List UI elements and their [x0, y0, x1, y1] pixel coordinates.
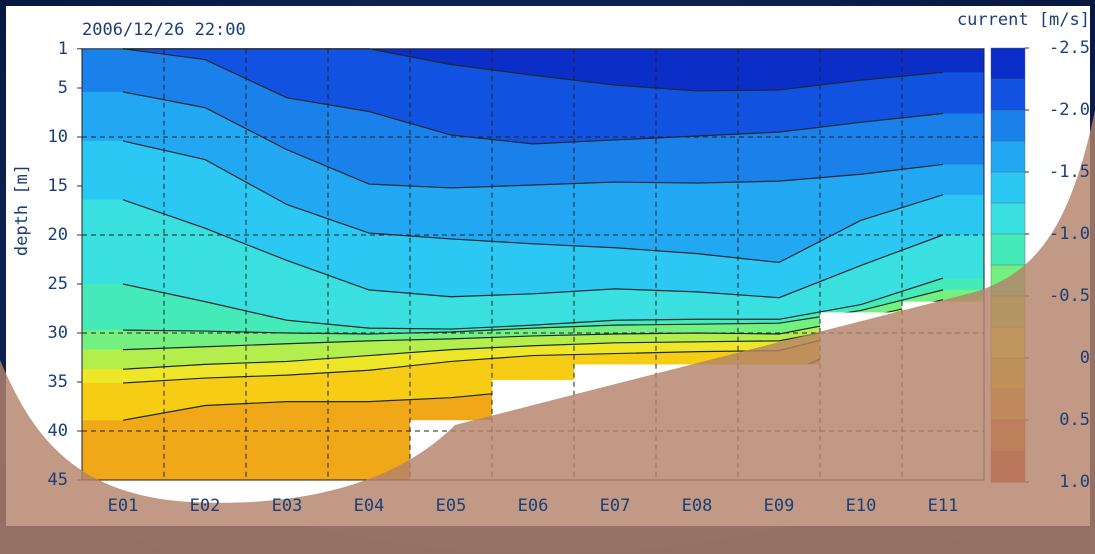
y-tick-label: 1 [58, 39, 68, 59]
colorbar-label: current [m/s] [957, 10, 1090, 30]
colorbar-swatch [991, 141, 1025, 172]
colorbar-swatch [991, 79, 1025, 110]
x-tick-label: E06 [518, 496, 549, 516]
colorbar-tick-label: -2.0 [1049, 100, 1090, 120]
y-tick-label: 25 [48, 274, 68, 294]
colorbar-swatch [991, 48, 1025, 79]
x-tick-label: E08 [682, 496, 713, 516]
colorbar-tick-label: 0 [1080, 348, 1090, 368]
x-tick-label: E10 [846, 496, 877, 516]
x-tick-label: E11 [928, 496, 959, 516]
colorbar-tick-label: -2.5 [1049, 38, 1090, 58]
colorbar-tick-label: 1.0 [1059, 472, 1090, 492]
chart-title: 2006/12/26 22:00 [82, 20, 246, 40]
colorbar-swatch [991, 172, 1025, 203]
y-tick-label: 45 [48, 470, 68, 490]
colorbar-tick-label: 0.5 [1059, 410, 1090, 430]
x-tick-label: E05 [436, 496, 467, 516]
colorbar-swatch [991, 110, 1025, 141]
chart: 2006/12/26 22:00 current [m/s] depth [m]… [0, 0, 1095, 554]
x-tick-label: E01 [108, 496, 139, 516]
x-tick-label: E04 [354, 496, 385, 516]
y-tick-label: 15 [48, 176, 68, 196]
y-tick-label: 5 [58, 78, 68, 98]
x-tick-label: E07 [600, 496, 631, 516]
colorbar-tick-label: -0.5 [1049, 286, 1090, 306]
y-tick-label: 10 [48, 127, 68, 147]
x-tick-label: E09 [764, 496, 795, 516]
y-tick-label: 35 [48, 372, 68, 392]
colorbar-swatch [991, 234, 1025, 265]
x-tick-label: E02 [190, 496, 221, 516]
y-tick-label: 20 [48, 225, 68, 245]
colorbar-tick-label: -1.5 [1049, 162, 1090, 182]
colorbar-swatch [991, 203, 1025, 234]
y-tick-label: 30 [48, 323, 68, 343]
y-tick-label: 40 [48, 421, 68, 441]
colorbar-tick-label: -1.0 [1049, 224, 1090, 244]
x-tick-label: E03 [272, 496, 303, 516]
y-axis-label: depth [m] [12, 164, 32, 256]
